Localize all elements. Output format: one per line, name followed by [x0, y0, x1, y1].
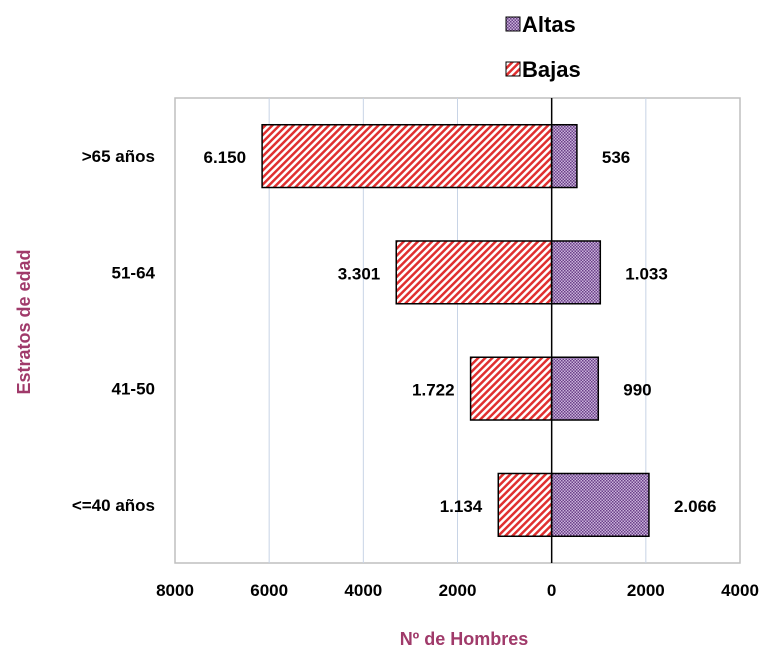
- value-label-altas: 990: [623, 381, 651, 400]
- value-label-bajas: 1.722: [412, 381, 455, 400]
- x-tick-label: 2000: [627, 581, 665, 600]
- value-label-bajas: 3.301: [338, 264, 381, 283]
- category-label: 51-64: [112, 263, 156, 282]
- bar-bajas: [261, 123, 553, 189]
- bar-bajas: [497, 472, 553, 538]
- x-tick-label: 8000: [156, 581, 194, 600]
- legend-swatch-bajas: [505, 61, 521, 77]
- value-label-bajas: 1.134: [440, 497, 483, 516]
- value-labels: 6.150 536 3.301 1.033 1.722 990 1.134 2.066: [204, 148, 717, 516]
- legend-label-bajas: Bajas: [522, 57, 581, 82]
- bar-bajas: [395, 240, 553, 305]
- legend-swatch-altas: [505, 16, 521, 32]
- value-label-bajas: 6.150: [204, 148, 247, 167]
- bar-altas: [550, 472, 650, 538]
- x-tick-labels: 8000 6000 4000 2000 0 2000 4000: [156, 581, 759, 600]
- bar-altas: [550, 123, 578, 189]
- legend: Altas Bajas: [505, 12, 581, 82]
- bar-bajas: [469, 356, 553, 421]
- legend-label-altas: Altas: [522, 12, 576, 37]
- legend-item-altas: Altas: [505, 12, 576, 37]
- bar-altas: [550, 240, 602, 305]
- category-label: <=40 años: [72, 496, 155, 515]
- value-label-altas: 1.033: [625, 264, 668, 283]
- category-labels: >65 años 51-64 41-50 <=40 años: [72, 147, 156, 515]
- x-tick-label: 2000: [439, 581, 477, 600]
- value-label-altas: 536: [602, 148, 630, 167]
- x-tick-label: 4000: [721, 581, 759, 600]
- legend-item-bajas: Bajas: [505, 57, 581, 82]
- x-axis-title: Nº de Hombres: [400, 629, 529, 649]
- category-label: 41-50: [112, 380, 155, 399]
- x-tick-label: 0: [547, 581, 556, 600]
- x-tick-label: 4000: [344, 581, 382, 600]
- category-label: >65 años: [82, 147, 155, 166]
- y-axis-title: Estratos de edad: [14, 249, 34, 394]
- bars: [261, 123, 650, 538]
- x-tick-label: 6000: [250, 581, 288, 600]
- bar-altas: [550, 356, 600, 421]
- value-label-altas: 2.066: [674, 497, 717, 516]
